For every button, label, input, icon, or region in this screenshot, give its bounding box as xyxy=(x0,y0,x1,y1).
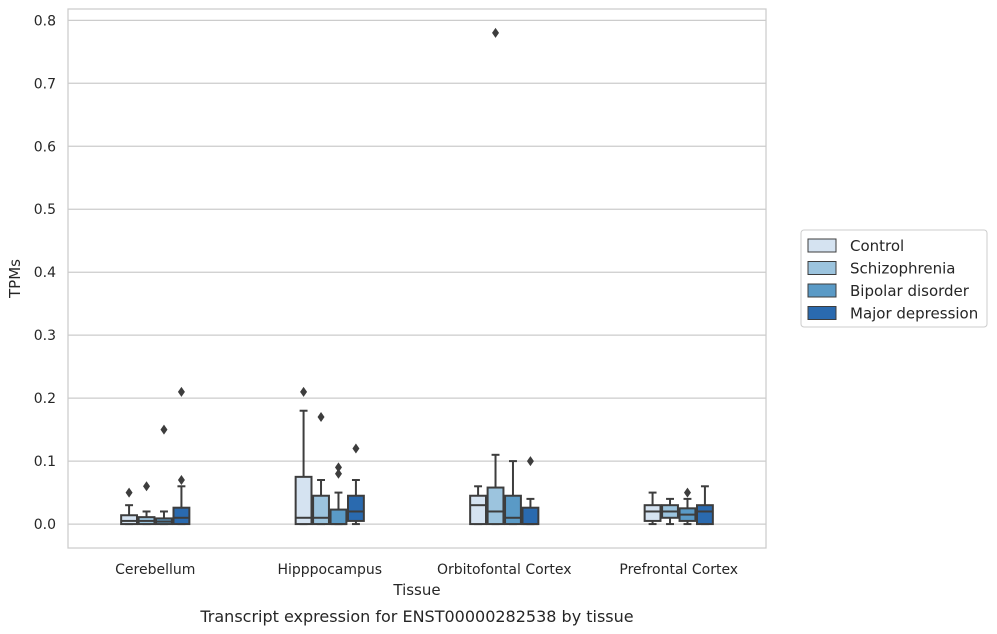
y-tick-label: 0.6 xyxy=(34,139,56,155)
y-axis-ticks: 0.0 0.1 0.2 0.3 0.4 0.5 0.6 0.7 0.8 xyxy=(34,13,56,533)
outlier-point xyxy=(160,424,168,435)
outlier-point xyxy=(352,443,360,454)
outlier-point xyxy=(177,474,185,485)
legend-swatch xyxy=(807,261,837,275)
box-body xyxy=(469,494,487,526)
outlier-point xyxy=(143,481,151,492)
box-0-1 xyxy=(137,481,156,526)
chart-caption: Transcript expression for ENST0000028253… xyxy=(199,607,633,626)
legend-item: Major depression xyxy=(807,305,978,323)
box-body xyxy=(312,494,330,526)
legend-frame xyxy=(800,229,988,328)
box-0-0 xyxy=(120,487,139,526)
box-1-3 xyxy=(347,443,365,526)
box-3-1 xyxy=(661,497,679,526)
x-tick-label: Hipppocampus xyxy=(277,562,382,578)
box-1-2 xyxy=(329,462,348,526)
y-tick-label: 0.1 xyxy=(34,454,56,470)
legend: Control Schizophrenia Bipolar disorder Majo… xyxy=(800,229,988,328)
y-tick-label: 0.2 xyxy=(34,391,56,407)
x-tick-label: Prefrontal Cortex xyxy=(619,562,738,578)
legend-item: Bipolar disorder xyxy=(807,282,970,300)
box-3-2 xyxy=(678,487,697,526)
x-tick-label: Orbitofontal Cortex xyxy=(437,562,572,578)
box-body xyxy=(172,506,191,526)
outlier-point xyxy=(492,27,500,38)
outlier-point xyxy=(300,386,308,397)
x-axis-label: Tissue xyxy=(392,581,440,599)
legend-label: Control xyxy=(850,237,904,255)
outlier-point xyxy=(526,456,534,467)
box-body xyxy=(486,486,505,526)
box-body xyxy=(504,494,522,526)
box-body xyxy=(120,514,139,526)
outlier-point xyxy=(334,468,342,479)
box-3-0 xyxy=(643,491,662,526)
outlier-point xyxy=(317,412,325,423)
box-0-3 xyxy=(172,386,191,526)
box-2-1 xyxy=(486,27,505,526)
box-1-1 xyxy=(312,412,330,526)
y-tick-label: 0.3 xyxy=(34,328,56,344)
plot-frame xyxy=(67,8,767,549)
box-body xyxy=(347,494,365,522)
box-body xyxy=(521,506,540,526)
legend-label: Schizophrenia xyxy=(850,260,955,278)
box-3-3 xyxy=(696,485,714,526)
y-tick-label: 0.5 xyxy=(34,202,56,218)
box-body xyxy=(643,504,662,522)
outlier-point xyxy=(177,386,185,397)
outlier-point xyxy=(125,487,133,498)
legend-swatch xyxy=(807,238,837,253)
y-axis-label: TPMs xyxy=(6,259,24,299)
boxes xyxy=(120,27,714,526)
box-1-0 xyxy=(294,386,313,526)
legend-item: Control xyxy=(807,237,904,255)
legend-label: Major depression xyxy=(850,305,978,323)
box-body xyxy=(294,475,313,526)
legend-label: Bipolar disorder xyxy=(850,282,970,300)
gridlines xyxy=(68,19,766,525)
y-tick-label: 0.8 xyxy=(34,13,56,29)
y-tick-label: 0.0 xyxy=(34,517,56,533)
legend-swatch xyxy=(807,283,837,298)
legend-item: Schizophrenia xyxy=(807,260,955,278)
box-body xyxy=(329,508,348,526)
box-0-2 xyxy=(155,424,173,526)
legend-swatch xyxy=(807,306,837,320)
y-tick-label: 0.4 xyxy=(34,265,56,281)
y-tick-label: 0.7 xyxy=(34,76,56,92)
x-tick-label: Cerebellum xyxy=(115,562,195,578)
box-2-3 xyxy=(521,456,540,526)
x-axis-ticks: Cerebellum Hipppocampus Orbitofontal Corte… xyxy=(115,562,738,578)
box-2-0 xyxy=(469,485,487,526)
outlier-point xyxy=(683,487,691,498)
box-body xyxy=(696,504,714,526)
box-2-2 xyxy=(504,460,522,526)
outlier-point xyxy=(334,462,342,473)
